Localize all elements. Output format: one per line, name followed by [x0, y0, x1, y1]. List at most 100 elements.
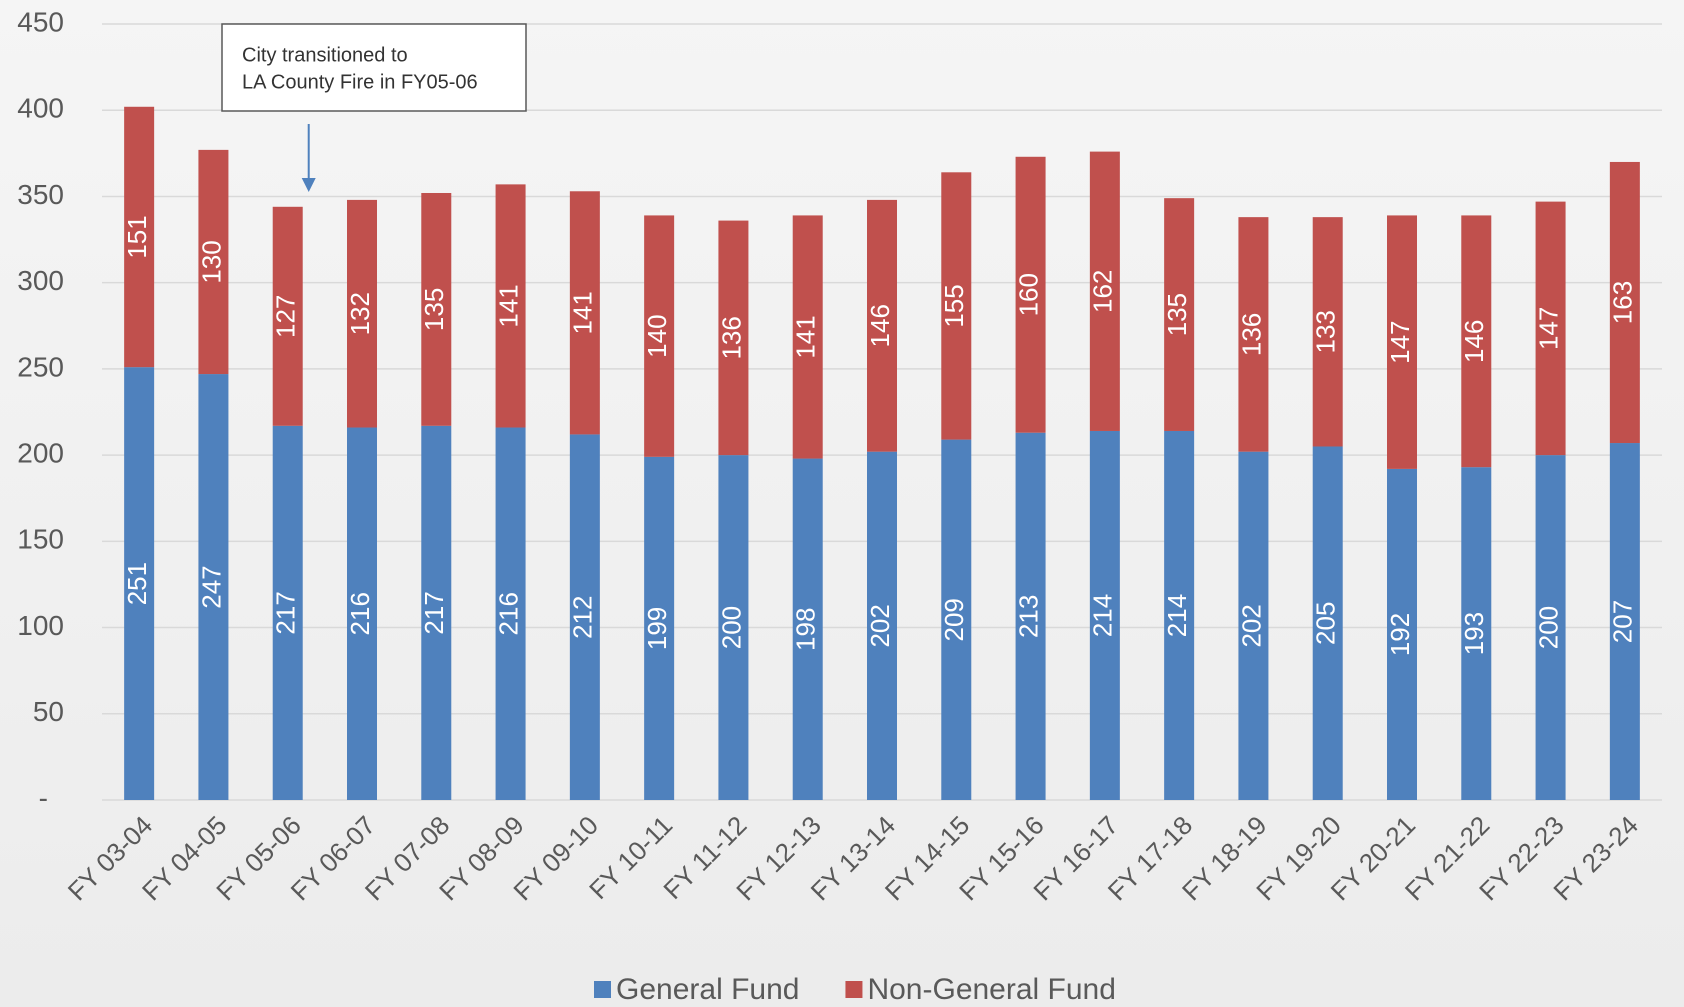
bar-segment [718, 455, 749, 800]
bar-segment [495, 427, 526, 800]
bar-segment [569, 434, 600, 800]
bar-segment [421, 425, 452, 800]
data-label: 133 [1311, 310, 1341, 353]
data-label: 205 [1311, 602, 1341, 645]
data-label: 200 [716, 606, 746, 649]
y-tick-label: 250 [17, 351, 64, 382]
data-label: 214 [1088, 594, 1118, 637]
bar-segment [1164, 198, 1195, 431]
bar-segment [272, 425, 303, 800]
bar-segment [1015, 156, 1046, 433]
y-tick-label: 300 [17, 265, 64, 296]
bar-segment [1089, 151, 1120, 431]
bar-segment [569, 191, 600, 435]
data-label: 193 [1459, 612, 1489, 655]
y-tick-label: 200 [17, 438, 64, 469]
bar-segment [1609, 443, 1640, 800]
data-label: 146 [1459, 320, 1489, 363]
data-label: 200 [1533, 606, 1563, 649]
data-label: 198 [791, 608, 821, 651]
bar-segment [1387, 468, 1417, 800]
data-label: 217 [419, 591, 449, 634]
data-label: 141 [791, 315, 821, 358]
data-label: 216 [493, 592, 523, 635]
data-label: 202 [865, 604, 895, 647]
bar-segment [1089, 430, 1120, 800]
bar-segment [198, 374, 229, 800]
annotation-text: City transitioned to [242, 44, 408, 66]
data-label: 209 [939, 598, 969, 641]
bar-segment [867, 451, 897, 800]
bar-segment [1164, 430, 1195, 800]
data-label: 147 [1533, 307, 1563, 350]
bar-segment [1387, 215, 1417, 469]
bar-segment [718, 220, 749, 456]
data-label: 163 [1608, 281, 1638, 324]
data-label: 151 [122, 215, 152, 258]
data-label: 247 [196, 565, 226, 608]
data-label: 132 [345, 292, 375, 335]
data-label: 217 [271, 591, 301, 634]
data-label: 199 [642, 607, 672, 650]
legend-swatch [594, 981, 611, 998]
data-label: 162 [1088, 270, 1118, 313]
bar-segment [1609, 161, 1640, 444]
y-tick-label: 350 [17, 179, 64, 210]
legend-swatch [845, 981, 863, 998]
data-label: 147 [1385, 320, 1415, 363]
bar-segment [1312, 217, 1343, 447]
bar-segment [1238, 217, 1269, 452]
bar-segment [941, 172, 972, 440]
data-label: 212 [568, 596, 598, 639]
bar-segment [1461, 467, 1492, 800]
bar-segment [941, 439, 972, 800]
data-label: 135 [419, 288, 449, 331]
annotation-text: LA County Fire in FY05-06 [242, 71, 478, 93]
bar-segment [1238, 451, 1269, 800]
data-label: 207 [1608, 600, 1638, 643]
y-tick-label: - [39, 782, 48, 813]
bar-segment [1461, 215, 1492, 468]
data-label: 251 [122, 562, 152, 605]
data-label: 146 [865, 304, 895, 347]
data-label: 213 [1013, 595, 1043, 638]
data-label: 127 [271, 295, 301, 338]
bar-segment [495, 184, 526, 428]
bar-segment [272, 206, 303, 426]
data-label: 216 [345, 592, 375, 635]
annotation-arrowhead [301, 178, 316, 192]
y-tick-label: 450 [17, 6, 64, 37]
data-label: 136 [1236, 313, 1266, 356]
bar-segment [198, 149, 229, 375]
bar-segment [792, 215, 823, 459]
data-label: 130 [196, 240, 226, 283]
bar-segment [124, 106, 155, 368]
bar-segment [792, 458, 823, 800]
bar-segment [1312, 446, 1343, 800]
y-tick-label: 50 [33, 696, 64, 727]
legend-label: Non-General Fund [867, 973, 1115, 1006]
data-label: 155 [939, 284, 969, 327]
bar-segment [1535, 455, 1566, 800]
data-label: 135 [1162, 293, 1192, 336]
legend-label: General Fund [616, 973, 799, 1006]
data-label: 141 [568, 291, 598, 334]
y-tick-label: 150 [17, 524, 64, 555]
bar-segment [644, 456, 675, 800]
annotation-box [221, 23, 527, 112]
data-label: 192 [1385, 613, 1415, 656]
data-label: 141 [493, 284, 523, 327]
data-label: 214 [1162, 594, 1192, 637]
bar-segment [644, 215, 675, 457]
y-tick-label: 400 [17, 93, 64, 124]
bar-segment [867, 199, 897, 452]
bar-segment [1015, 432, 1046, 800]
y-tick-label: 100 [17, 610, 64, 641]
data-label: 202 [1236, 604, 1266, 647]
data-label: 160 [1013, 273, 1043, 316]
bar-segment [124, 367, 155, 800]
bar-segment [347, 427, 377, 800]
data-label: 140 [642, 314, 672, 357]
data-label: 136 [716, 316, 746, 359]
